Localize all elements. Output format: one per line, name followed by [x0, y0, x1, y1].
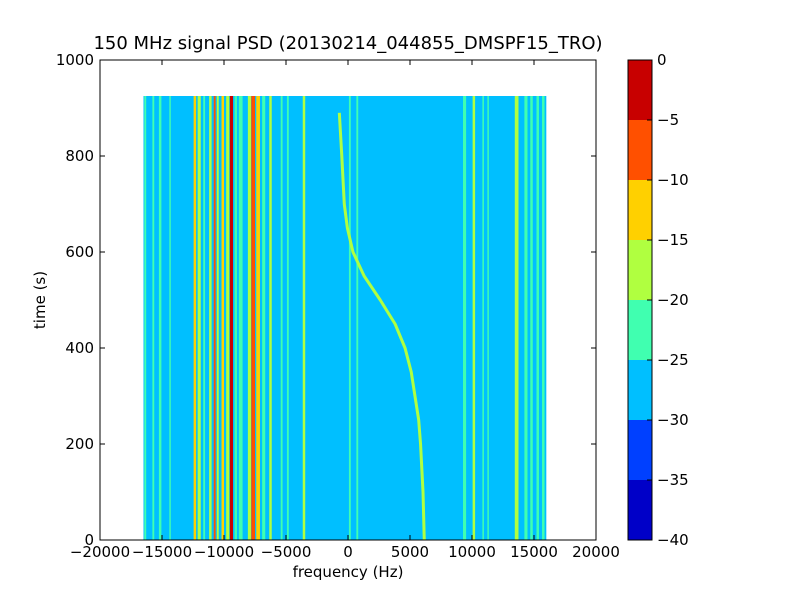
x-tick-label: −10000 [194, 543, 254, 561]
colorbar-segment [628, 480, 652, 540]
heatmap-band [203, 96, 206, 540]
heatmap-band [514, 96, 519, 540]
x-tick-label: −5000 [261, 543, 312, 561]
heatmap-band [238, 96, 243, 540]
heatmap-band [463, 96, 467, 540]
heatmap-band [158, 96, 162, 540]
colorbar-tick-label: −40 [657, 531, 689, 549]
x-tick-label: 10000 [448, 543, 496, 561]
colorbar-segment [628, 120, 652, 180]
colorbar-segment [628, 300, 652, 360]
colorbar-tick-label: −25 [657, 351, 689, 369]
y-tick-label: 600 [65, 243, 94, 261]
x-tick-label: 0 [343, 543, 353, 561]
colorbar-tick-label: 0 [657, 51, 667, 69]
x-tick-label: 5000 [391, 543, 429, 561]
heatmap-band [262, 96, 266, 540]
y-tick-label: 200 [65, 435, 94, 453]
x-tick-label: −15000 [132, 543, 192, 561]
x-tick-label: 20000 [572, 543, 620, 561]
heatmap-band [226, 96, 230, 540]
y-tick-label: 400 [65, 339, 94, 357]
heatmap-band [209, 96, 212, 540]
y-tick-label: 1000 [56, 51, 94, 69]
heatmap-band [216, 96, 219, 540]
heatmap-band [524, 96, 528, 540]
colorbar-segment [628, 60, 652, 120]
colorbar: 0 −5 −10 −15 −20 −25 −30 −35 −40 [627, 51, 689, 549]
colorbar-tick-label: −20 [657, 291, 689, 309]
heatmap [143, 96, 547, 540]
heatmap-band [482, 96, 484, 540]
plot-area [143, 96, 547, 540]
heatmap-band [144, 96, 147, 540]
heatmap-band [536, 96, 539, 540]
colorbar-segment [628, 360, 652, 420]
heatmap-band [221, 96, 224, 540]
heatmap-band [286, 96, 289, 540]
colorbar-segment [628, 240, 652, 300]
colorbar-tick-label: −5 [657, 111, 679, 129]
chart-title: 150 MHz signal PSD (20130214_044855_DMSP… [93, 33, 602, 54]
heatmap-band [229, 96, 233, 540]
heatmap-band [280, 96, 283, 540]
heatmap-band [487, 96, 489, 540]
heatmap-band [348, 96, 351, 540]
heatmap-band [152, 96, 155, 540]
x-axis-label: frequency (Hz) [293, 563, 404, 581]
heatmap-band [247, 96, 251, 540]
heatmap-band [472, 96, 476, 540]
heatmap-band [169, 96, 171, 540]
colorbar-segment [628, 420, 652, 480]
heatmap-band [269, 96, 272, 540]
colorbar-segment [628, 180, 652, 240]
heatmap-band [542, 96, 545, 540]
y-tick-label: 0 [84, 531, 94, 549]
heatmap-band [251, 96, 255, 540]
colorbar-tick-label: −15 [657, 231, 689, 249]
x-tick-label: 15000 [510, 543, 558, 561]
heatmap-band [234, 96, 238, 540]
heatmap-band [530, 96, 533, 540]
x-tick-label: −20000 [70, 543, 130, 561]
heatmap-band [302, 96, 306, 540]
heatmap-band [213, 96, 216, 540]
x-axis: −20000 −15000 −10000 −5000 0 5000 10000 15000 20… [70, 60, 620, 561]
y-axis: 0 200 400 600 800 1000 [56, 51, 596, 549]
colorbar-tick-label: −30 [657, 411, 689, 429]
colorbar-tick-label: −10 [657, 171, 689, 189]
heatmap-band [193, 96, 197, 540]
doppler-trace [337, 112, 426, 540]
y-tick-label: 800 [65, 147, 94, 165]
y-axis-label: time (s) [31, 271, 49, 329]
heatmap-band [197, 96, 201, 540]
colorbar-tick-label: −35 [657, 471, 689, 489]
heatmap-band [256, 96, 260, 540]
heatmap-band [356, 96, 359, 540]
